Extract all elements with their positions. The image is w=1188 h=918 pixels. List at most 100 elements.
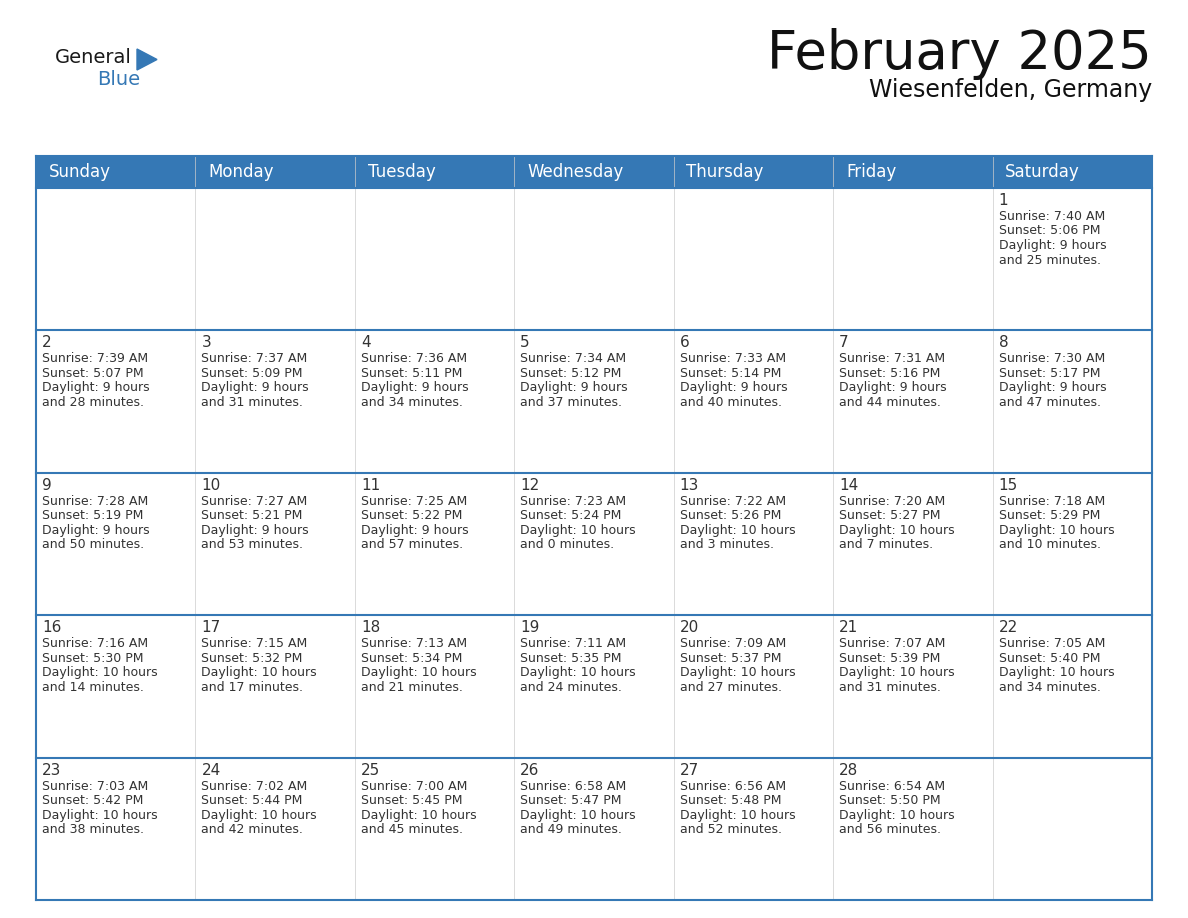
Text: Sunset: 5:47 PM: Sunset: 5:47 PM [520,794,621,807]
Text: Daylight: 10 hours: Daylight: 10 hours [839,524,955,537]
Text: Sunset: 5:17 PM: Sunset: 5:17 PM [999,367,1100,380]
Bar [833,615,992,757]
Text: Daylight: 9 hours: Daylight: 9 hours [999,381,1106,395]
Text: Sunset: 5:29 PM: Sunset: 5:29 PM [999,509,1100,522]
Text: Sunrise: 7:28 AM: Sunrise: 7:28 AM [42,495,148,508]
Bar [355,473,514,615]
Text: and 0 minutes.: and 0 minutes. [520,538,614,552]
Bar [355,330,514,473]
Text: 27: 27 [680,763,699,778]
Bar [992,330,1152,473]
Text: and 50 minutes.: and 50 minutes. [42,538,144,552]
Text: Monday: Monday [208,163,273,181]
Text: Daylight: 10 hours: Daylight: 10 hours [42,666,158,679]
Text: Sunrise: 7:37 AM: Sunrise: 7:37 AM [202,353,308,365]
Text: Sunset: 5:22 PM: Sunset: 5:22 PM [361,509,462,522]
Text: Sunrise: 7:11 AM: Sunrise: 7:11 AM [520,637,626,650]
Bar [196,473,355,615]
Text: Daylight: 10 hours: Daylight: 10 hours [202,666,317,679]
Text: Daylight: 10 hours: Daylight: 10 hours [520,666,636,679]
Text: Sunset: 5:11 PM: Sunset: 5:11 PM [361,367,462,380]
Bar [196,188,355,330]
Text: 12: 12 [520,477,539,493]
Text: 14: 14 [839,477,859,493]
Text: and 38 minutes.: and 38 minutes. [42,823,144,836]
Text: Sunset: 5:09 PM: Sunset: 5:09 PM [202,367,303,380]
Text: Daylight: 9 hours: Daylight: 9 hours [361,524,468,537]
Text: 9: 9 [42,477,52,493]
Text: Sunrise: 7:03 AM: Sunrise: 7:03 AM [42,779,148,792]
Bar [196,757,355,900]
Bar [674,473,833,615]
Bar [196,615,355,757]
Text: and 44 minutes.: and 44 minutes. [839,396,941,409]
Bar [36,615,196,757]
Bar [514,757,674,900]
Text: Sunrise: 7:27 AM: Sunrise: 7:27 AM [202,495,308,508]
Bar [355,156,514,188]
Text: Sunrise: 6:54 AM: Sunrise: 6:54 AM [839,779,946,792]
Text: Tuesday: Tuesday [367,163,435,181]
Text: Daylight: 10 hours: Daylight: 10 hours [839,809,955,822]
Text: Sunset: 5:27 PM: Sunset: 5:27 PM [839,509,941,522]
Text: and 14 minutes.: and 14 minutes. [42,681,144,694]
Text: and 7 minutes.: and 7 minutes. [839,538,934,552]
Text: Daylight: 10 hours: Daylight: 10 hours [520,524,636,537]
Text: Daylight: 9 hours: Daylight: 9 hours [839,381,947,395]
Text: 19: 19 [520,621,539,635]
Text: 1: 1 [999,193,1009,208]
Bar [674,156,833,188]
Text: and 25 minutes.: and 25 minutes. [999,253,1100,266]
Text: Sunset: 5:12 PM: Sunset: 5:12 PM [520,367,621,380]
Text: 18: 18 [361,621,380,635]
Text: Sunset: 5:45 PM: Sunset: 5:45 PM [361,794,462,807]
Text: Sunrise: 7:09 AM: Sunrise: 7:09 AM [680,637,786,650]
Text: Daylight: 9 hours: Daylight: 9 hours [42,524,150,537]
Text: 28: 28 [839,763,859,778]
Text: Sunrise: 7:39 AM: Sunrise: 7:39 AM [42,353,148,365]
Text: Sunset: 5:44 PM: Sunset: 5:44 PM [202,794,303,807]
Text: Sunset: 5:37 PM: Sunset: 5:37 PM [680,652,782,665]
Text: Sunrise: 7:15 AM: Sunrise: 7:15 AM [202,637,308,650]
Bar [196,330,355,473]
Bar [36,156,196,188]
Text: Sunrise: 7:00 AM: Sunrise: 7:00 AM [361,779,467,792]
Bar [833,473,992,615]
Text: 5: 5 [520,335,530,351]
Text: Sunset: 5:39 PM: Sunset: 5:39 PM [839,652,941,665]
Text: Daylight: 10 hours: Daylight: 10 hours [361,809,476,822]
Text: and 24 minutes.: and 24 minutes. [520,681,623,694]
Bar [196,156,355,188]
Text: Daylight: 10 hours: Daylight: 10 hours [839,666,955,679]
Text: Daylight: 9 hours: Daylight: 9 hours [202,381,309,395]
Text: Sunset: 5:40 PM: Sunset: 5:40 PM [999,652,1100,665]
Text: Daylight: 10 hours: Daylight: 10 hours [42,809,158,822]
Text: and 28 minutes.: and 28 minutes. [42,396,144,409]
Bar [36,330,196,473]
Text: and 52 minutes.: and 52 minutes. [680,823,782,836]
Text: Daylight: 9 hours: Daylight: 9 hours [202,524,309,537]
Bar [355,757,514,900]
Text: Sunset: 5:06 PM: Sunset: 5:06 PM [999,225,1100,238]
Text: Daylight: 9 hours: Daylight: 9 hours [999,239,1106,252]
Text: Sunrise: 7:13 AM: Sunrise: 7:13 AM [361,637,467,650]
Bar [514,330,674,473]
Text: Daylight: 9 hours: Daylight: 9 hours [520,381,628,395]
Text: and 47 minutes.: and 47 minutes. [999,396,1100,409]
Text: 21: 21 [839,621,859,635]
Text: Sunrise: 7:40 AM: Sunrise: 7:40 AM [999,210,1105,223]
Text: and 45 minutes.: and 45 minutes. [361,823,463,836]
Text: 4: 4 [361,335,371,351]
Text: Sunset: 5:30 PM: Sunset: 5:30 PM [42,652,144,665]
Bar [674,757,833,900]
Text: 20: 20 [680,621,699,635]
Text: and 27 minutes.: and 27 minutes. [680,681,782,694]
Text: Thursday: Thursday [687,163,764,181]
Text: and 3 minutes.: and 3 minutes. [680,538,773,552]
Bar [992,615,1152,757]
Text: Sunrise: 7:02 AM: Sunrise: 7:02 AM [202,779,308,792]
Bar [674,615,833,757]
Text: Sunrise: 7:05 AM: Sunrise: 7:05 AM [999,637,1105,650]
Text: Sunrise: 7:07 AM: Sunrise: 7:07 AM [839,637,946,650]
Bar [992,156,1152,188]
